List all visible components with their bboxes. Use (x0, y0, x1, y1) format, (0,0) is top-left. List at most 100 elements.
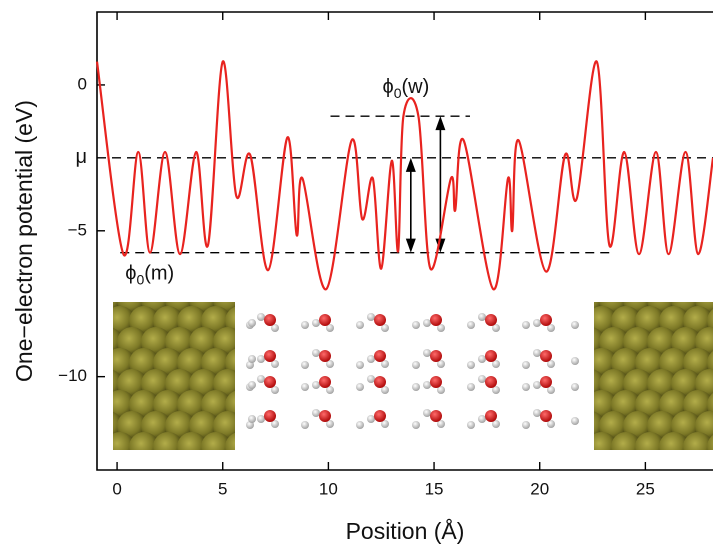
hydrogen-atom (367, 375, 375, 383)
metal-atom (225, 432, 235, 450)
hydrogen-atom (547, 386, 555, 394)
structure-inset (113, 302, 713, 450)
reference-label: ϕ0(m) (125, 263, 174, 287)
metal-atom (201, 432, 231, 450)
hydrogen-atom (478, 375, 486, 383)
x-tick-label: 0 (112, 479, 121, 498)
reference-label: μ (75, 146, 87, 168)
hydrogen-atom (492, 324, 500, 332)
hydrogen-atom (367, 355, 375, 363)
hydrogen-atom (437, 420, 445, 428)
label-symbol: ϕ (125, 263, 136, 285)
hydrogen-atom (367, 313, 375, 321)
hydrogen-atom (412, 421, 420, 429)
hydrogen-atom (412, 361, 420, 369)
hydrogen-atom (356, 421, 364, 429)
metal-atom (659, 432, 689, 450)
oxygen-atom (264, 376, 276, 388)
hydrogen-atom (326, 324, 334, 332)
hydrogen-atom (571, 321, 579, 329)
hydrogen-atom (492, 420, 500, 428)
hydrogen-atom (423, 319, 431, 327)
oxygen-atom (485, 314, 497, 326)
hydrogen-atom (412, 383, 420, 391)
oxygen-atom (485, 410, 497, 422)
oxygen-atom (374, 314, 386, 326)
hydrogen-atom (547, 420, 555, 428)
x-tick-label: 5 (218, 479, 227, 498)
x-tick-label: 15 (425, 479, 444, 498)
metal-atom (177, 432, 207, 450)
hydrogen-atom (356, 321, 364, 329)
hydrogen-atom (271, 360, 279, 368)
hydrogen-atom (301, 321, 309, 329)
axis-frame (96, 11, 713, 471)
hydrogen-atom (257, 375, 265, 383)
oxygen-atom (485, 350, 497, 362)
hydrogen-atom (326, 420, 334, 428)
metal-atom (683, 432, 713, 450)
oxygen-atom (430, 350, 442, 362)
hydrogen-atom (412, 321, 420, 329)
oxygen-atom (540, 350, 552, 362)
oxygen-atom (430, 314, 442, 326)
hydrogen-atom (571, 417, 579, 425)
arrow-head (405, 157, 416, 172)
oxygen-atom (374, 350, 386, 362)
hydrogen-atom (522, 321, 530, 329)
hydrogen-atom (312, 319, 320, 327)
metal-atom (635, 432, 665, 450)
arrow-head (405, 238, 416, 253)
hydrogen-atom (381, 360, 389, 368)
hydrogen-atom (381, 386, 389, 394)
hydrogen-atom (423, 349, 431, 357)
x-tick-label: 20 (530, 479, 549, 498)
hydrogen-atom (326, 360, 334, 368)
hydrogen-atom (257, 415, 265, 423)
hydrogen-atom (248, 319, 256, 327)
hydrogen-atom (248, 381, 256, 389)
hydrogen-atom (257, 355, 265, 363)
hydrogen-atom (547, 360, 555, 368)
hydrogen-atom (533, 381, 541, 389)
metal-atom (707, 351, 713, 375)
potential-line (95, 60, 713, 291)
hydrogen-atom (248, 355, 256, 363)
label-suffix: (m) (144, 263, 174, 285)
hydrogen-atom (367, 415, 375, 423)
hydrogen-atom (257, 313, 265, 321)
label-subscript: 0 (136, 271, 144, 287)
hydrogen-atom (301, 421, 309, 429)
metal-slab (113, 302, 235, 450)
hydrogen-atom (492, 360, 500, 368)
hydrogen-atom (271, 386, 279, 394)
oxygen-atom (540, 376, 552, 388)
oxygen-atom (430, 410, 442, 422)
hydrogen-atom (547, 324, 555, 332)
hydrogen-atom (533, 319, 541, 327)
y-tick-label: −5 (68, 220, 87, 239)
oxygen-atom (540, 410, 552, 422)
metal-atom (707, 393, 713, 417)
hydrogen-atom (437, 360, 445, 368)
metal-atom (611, 432, 641, 450)
oxygen-atom (540, 314, 552, 326)
hydrogen-atom (381, 324, 389, 332)
hydrogen-atom (467, 321, 475, 329)
y-tick-label: −10 (58, 366, 87, 385)
oxygen-atom (319, 376, 331, 388)
hydrogen-atom (437, 386, 445, 394)
hydrogen-atom (467, 421, 475, 429)
metal-atom (707, 435, 713, 450)
hydrogen-atom (312, 381, 320, 389)
hydrogen-atom (248, 415, 256, 423)
hydrogen-atom (478, 415, 486, 423)
hydrogen-atom (533, 349, 541, 357)
oxygen-atom (319, 350, 331, 362)
label-symbol: ϕ (383, 76, 394, 98)
x-tick-label: 25 (636, 479, 655, 498)
hydrogen-atom (356, 383, 364, 391)
hydrogen-atom (533, 409, 541, 417)
